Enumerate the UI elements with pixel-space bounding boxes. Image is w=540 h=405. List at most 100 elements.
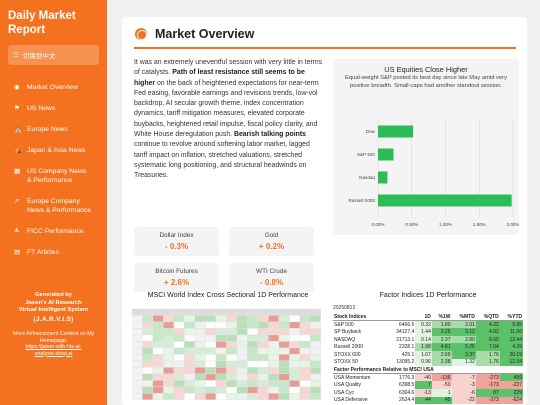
sidebar-item-europe-news[interactable]: ⛪ Europe News — [8, 119, 99, 140]
tile-gold: Gold + 0.2% — [229, 227, 314, 256]
heatmap-cell — [132, 373, 143, 381]
heatmap-cell — [310, 321, 321, 329]
heatmap-cell — [142, 386, 153, 394]
heatmap-cell — [205, 360, 216, 368]
table-cell: USA Momentum — [334, 374, 371, 381]
heatmap-cell — [247, 354, 258, 361]
heatmap-cell — [278, 373, 290, 381]
table-cell: SP Buyback — [334, 328, 362, 335]
heatmap-cell — [194, 321, 206, 329]
table-row: USA Momentum 1776.3 -40 -136 -7 -273 459 — [333, 373, 523, 382]
tile-name: WTI Crude — [256, 268, 287, 275]
main-card: Market Overview It was an extremely unev… — [122, 17, 527, 405]
sidebar-item-japan-asia-news[interactable]: ⛺ Japan & Asia News — [8, 140, 99, 161]
heatmap-cell — [257, 367, 269, 374]
heatmap-cell — [268, 341, 279, 348]
sidebar-item-market-overview[interactable]: ◉ Market Overview — [8, 77, 99, 98]
heatmap-cell — [132, 380, 143, 387]
heatmap-cell — [142, 328, 153, 335]
table-cell: 0.96 — [415, 358, 432, 367]
table-row: S&P 500 6466.6 0.32 1.80 2.01 4.22 9.95 — [333, 320, 523, 329]
heatmap-cell — [226, 380, 237, 387]
heatmap-cell — [205, 354, 216, 361]
heatmap-cell — [215, 347, 227, 355]
homepage-link-cont[interactable]: analysis-shop.ai — [34, 350, 73, 357]
summary-highlight: Path of least resistance still seems to … — [134, 69, 305, 87]
section-header: Market Overview — [135, 27, 254, 41]
table-cell: 87 — [475, 388, 500, 397]
heatmap-cell — [142, 354, 153, 361]
heatmap-cell — [194, 360, 206, 368]
sidebar-item-label-line2: News & Performance — [27, 207, 92, 214]
sidebar: Daily Market Report ☷ 切换到中文 ◉ Market Ove… — [0, 0, 107, 405]
sidebar-item-label: FT Articles — [27, 249, 59, 256]
table-cell: -173 — [475, 381, 500, 389]
heatmap-cell — [215, 341, 227, 348]
heatmap-cell — [257, 380, 269, 387]
heatmap-cell — [310, 380, 321, 387]
table-row: Russell 2000 2328.1 1.98 4.81 5.26 7.04 4.39 — [333, 343, 523, 351]
heatmap-cell — [184, 321, 195, 329]
heatmap-cell — [268, 321, 279, 329]
heatmap-cell — [226, 347, 237, 355]
heatmap-cell — [215, 373, 227, 381]
sidebar-item-label-line1: Europe Company — [27, 198, 80, 205]
factor-title: Factor Indices 1D Performance — [379, 292, 477, 299]
heatmap-cell — [226, 328, 237, 335]
table-cell: -373 — [475, 396, 500, 405]
globe-icon — [135, 28, 147, 40]
heatmap-cell — [215, 360, 227, 368]
table-cell: 2.69 — [431, 350, 452, 359]
heatmap-cell — [173, 386, 185, 394]
table-cell: 1.98 — [415, 343, 432, 351]
heatmap-cell — [289, 341, 300, 348]
heatmap-cell — [184, 315, 195, 322]
sidebar-item-europe-company-news[interactable]: ↗ Europe Company News & Performance — [8, 191, 99, 221]
heatmap-cell — [247, 373, 258, 381]
generated-by-label: Generated by — [34, 292, 73, 298]
sidebar-item-us-news[interactable]: ⚑ US News — [8, 98, 99, 119]
tile-name: Dollar Index — [159, 232, 194, 239]
heatmap-cell — [310, 373, 321, 381]
heatmap-cell — [278, 367, 290, 374]
language-toggle-button[interactable]: ☷ 切换到中文 — [8, 45, 99, 65]
heatmap-cell — [184, 308, 195, 316]
sidebar-item-us-company-news[interactable]: ▩ US Company News & Performance — [8, 161, 99, 191]
heatmap-cell — [289, 321, 300, 329]
table-cell: STOXX 600 — [334, 351, 361, 358]
sidebar-item-ft-articles[interactable]: ▤ FT Articles — [8, 242, 99, 263]
tile-name: Bitcoin Futures — [155, 268, 198, 275]
globe-icon: ◉ — [14, 84, 20, 91]
bar — [378, 194, 512, 207]
heatmap-cell — [184, 328, 195, 335]
heatmap-cell — [205, 347, 216, 355]
table-cell: 2.38 — [431, 358, 452, 367]
heatmap-cell — [205, 341, 216, 348]
sidebar-item-label: Europe News — [27, 126, 68, 133]
heatmap-cell — [205, 334, 216, 342]
heatmap-cell — [268, 328, 279, 335]
table-cell: 45 — [431, 396, 452, 405]
heatmap-cell — [173, 315, 185, 322]
heatmap-cell — [236, 380, 248, 387]
category-label: Nasdaq — [359, 175, 375, 180]
heatmap-cell — [236, 315, 248, 322]
heatmap-cell — [163, 341, 174, 348]
heatmap-cell — [152, 347, 164, 355]
heatmap-cell — [152, 341, 164, 348]
heatmap-cell — [215, 308, 227, 316]
tile-bitcoin-futures: Bitcoin Futures + 2.6% — [134, 263, 219, 292]
sidebar-item-ficc-performance[interactable]: ≛ FICC Performance — [8, 221, 99, 242]
table-cell: 1.32 — [451, 358, 476, 367]
table-cell: 7.04 — [475, 343, 500, 351]
table-cell: 425.1 — [401, 351, 415, 358]
heatmap-cell — [310, 354, 321, 361]
heatmap-cell — [132, 347, 143, 355]
homepage-link[interactable]: https://jason-with-his-ai- — [25, 344, 82, 350]
heatmap-cell — [132, 367, 143, 374]
table-cell: %QTD — [475, 313, 500, 322]
heatmap-cell — [247, 328, 258, 335]
heatmap-cell — [152, 393, 164, 400]
more-content-label: More AI/Investment Content on My — [12, 331, 95, 337]
heatmap-cell — [226, 393, 237, 400]
